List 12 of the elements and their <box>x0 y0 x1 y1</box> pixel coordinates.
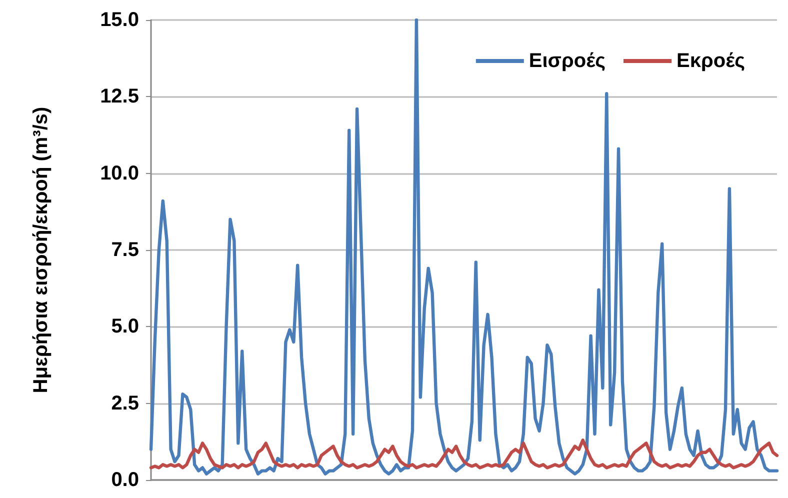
y-tick-label: 15.0 <box>100 9 139 31</box>
legend-label: Εισροές <box>528 50 606 72</box>
line-series <box>149 18 779 476</box>
y-tick-label: 2.5 <box>111 392 139 414</box>
y-tick-label: 12.5 <box>100 86 139 108</box>
y-axis-title: Ημερήσια εισροή/εκροή (m³/s) <box>30 106 52 394</box>
legend-label: Εκροές <box>676 50 746 72</box>
y-tick-label: 7.5 <box>111 239 139 261</box>
y-tick-label: 10.0 <box>100 162 139 184</box>
line-series <box>149 438 779 470</box>
y-tick-label: 5.0 <box>111 316 139 338</box>
y-tick-label: 0.0 <box>111 469 139 491</box>
